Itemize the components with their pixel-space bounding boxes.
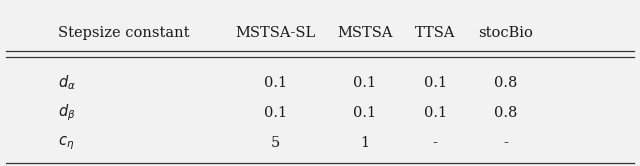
Text: MSTSA-SL: MSTSA-SL [235, 26, 316, 40]
Text: -: - [433, 136, 438, 150]
Text: stocBio: stocBio [478, 26, 533, 40]
Text: 0.1: 0.1 [353, 106, 376, 120]
Text: $d_{\beta}$: $d_{\beta}$ [58, 103, 75, 123]
Text: 5: 5 [271, 136, 280, 150]
Text: 0.1: 0.1 [424, 106, 447, 120]
Text: TTSA: TTSA [415, 26, 456, 40]
Text: 0.1: 0.1 [264, 106, 287, 120]
Text: 0.8: 0.8 [494, 76, 517, 90]
Text: Stepsize constant: Stepsize constant [58, 26, 189, 40]
Text: 0.1: 0.1 [264, 76, 287, 90]
Text: 0.1: 0.1 [353, 76, 376, 90]
Text: $c_{\eta}$: $c_{\eta}$ [58, 134, 74, 152]
Text: $d_{\alpha}$: $d_{\alpha}$ [58, 74, 76, 92]
Text: 0.8: 0.8 [494, 106, 517, 120]
Text: 1: 1 [360, 136, 369, 150]
Text: 0.1: 0.1 [424, 76, 447, 90]
Text: MSTSA: MSTSA [337, 26, 392, 40]
Text: -: - [503, 136, 508, 150]
